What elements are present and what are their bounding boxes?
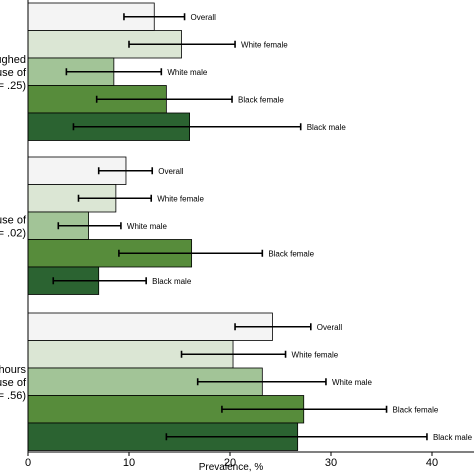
bar-label: Black female <box>393 405 439 414</box>
x-axis-label: Prevalence, % <box>199 462 264 473</box>
x-tick-label: 10 <box>123 457 135 469</box>
bar-label: White female <box>241 40 288 49</box>
bar-label: Overall <box>317 323 343 332</box>
x-tick-label: 30 <box>325 457 337 469</box>
x-tick-label: 20 <box>224 457 236 469</box>
bar-label: White male <box>167 68 208 77</box>
bar-label: White male <box>332 378 373 387</box>
group-label-line: use of <box>0 214 27 226</box>
bar-label: White male <box>127 222 168 231</box>
bar-label: Overall <box>158 167 184 176</box>
bar-label: Black female <box>268 249 314 258</box>
group-label-line: use of <box>0 377 27 389</box>
bar-label: Black female <box>238 95 284 104</box>
bar-label: Overall <box>191 13 217 22</box>
bar-label: Black male <box>307 123 347 132</box>
group-label-line: = .02) <box>0 227 26 239</box>
group-label-line: use of <box>0 67 27 79</box>
bar-label: Black male <box>433 433 473 442</box>
group-label-line: = .56) <box>0 390 26 402</box>
x-tick-label: 0 <box>25 457 31 469</box>
bar-label: White female <box>157 194 204 203</box>
x-tick-label: 40 <box>426 457 438 469</box>
group-label-line: ughed <box>0 54 26 66</box>
group-label-line: hours <box>0 364 26 376</box>
group-label-line: = .25) <box>0 80 26 92</box>
bar-label: White female <box>292 350 339 359</box>
bar-label: Black male <box>152 277 192 286</box>
